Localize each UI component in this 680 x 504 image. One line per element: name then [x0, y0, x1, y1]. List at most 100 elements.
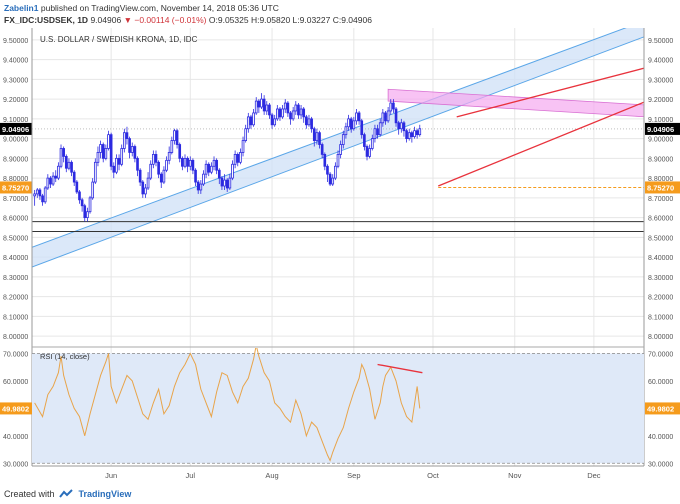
- rsi-panel[interactable]: RSI (14, close) 30.0000 30.0000 40.0000 40.0…: [0, 345, 680, 468]
- candle[interactable]: [83, 203, 87, 222]
- candle[interactable]: [191, 158, 195, 175]
- candle[interactable]: [115, 154, 118, 175]
- candle[interactable]: [225, 178, 229, 192]
- candle[interactable]: [286, 101, 290, 117]
- candle[interactable]: [307, 114, 311, 127]
- candle[interactable]: [199, 180, 203, 194]
- candle[interactable]: [415, 128, 419, 139]
- candle[interactable]: [162, 166, 166, 185]
- candle[interactable]: [405, 128, 408, 143]
- candle[interactable]: [410, 130, 414, 143]
- candle[interactable]: [273, 114, 277, 127]
- candle[interactable]: [397, 120, 400, 135]
- candle[interactable]: [389, 99, 393, 115]
- candle[interactable]: [341, 130, 345, 149]
- candle[interactable]: [281, 105, 284, 119]
- candle[interactable]: [413, 126, 416, 139]
- candle[interactable]: [104, 144, 108, 161]
- candle[interactable]: [368, 144, 371, 159]
- candle[interactable]: [297, 103, 300, 119]
- candle[interactable]: [80, 197, 84, 212]
- candle[interactable]: [278, 107, 282, 121]
- author-name[interactable]: Zabelin1: [4, 3, 39, 13]
- candle[interactable]: [344, 122, 348, 139]
- rsi-divergence-line[interactable]: [377, 363, 423, 374]
- candle[interactable]: [207, 162, 211, 177]
- candle[interactable]: [260, 93, 263, 109]
- resistance-zone[interactable]: [387, 88, 647, 118]
- candle[interactable]: [181, 156, 184, 171]
- candle[interactable]: [170, 136, 174, 155]
- candle[interactable]: [231, 160, 234, 181]
- candle[interactable]: [241, 136, 245, 157]
- candle[interactable]: [101, 142, 105, 163]
- candle[interactable]: [152, 150, 155, 169]
- candle[interactable]: [355, 108, 358, 125]
- candle[interactable]: [70, 160, 73, 177]
- candle[interactable]: [212, 156, 216, 171]
- candle[interactable]: [399, 118, 403, 133]
- candle[interactable]: [165, 156, 168, 173]
- channel-upper-line[interactable]: [32, 20, 647, 248]
- candle[interactable]: [46, 174, 50, 190]
- candle[interactable]: [57, 162, 60, 181]
- candle[interactable]: [178, 142, 182, 163]
- candle[interactable]: [236, 152, 240, 167]
- candle[interactable]: [33, 189, 36, 206]
- candle[interactable]: [291, 107, 295, 121]
- candle[interactable]: [120, 144, 124, 167]
- candle[interactable]: [347, 114, 350, 131]
- candle[interactable]: [302, 107, 306, 123]
- candle[interactable]: [123, 128, 126, 153]
- triangle-upper-line[interactable]: [456, 67, 647, 118]
- candle[interactable]: [183, 154, 187, 169]
- candle[interactable]: [93, 158, 97, 185]
- candle[interactable]: [112, 162, 116, 179]
- candle[interactable]: [357, 110, 361, 125]
- triangle-lower-line[interactable]: [437, 101, 646, 187]
- candle[interactable]: [91, 178, 94, 200]
- candle[interactable]: [365, 144, 369, 161]
- candle[interactable]: [38, 187, 42, 200]
- candle[interactable]: [109, 132, 113, 171]
- candle[interactable]: [407, 128, 411, 141]
- candle[interactable]: [402, 120, 406, 137]
- candle[interactable]: [99, 140, 102, 159]
- candle[interactable]: [136, 156, 139, 177]
- candle[interactable]: [51, 172, 55, 187]
- candle[interactable]: [107, 130, 110, 151]
- candle[interactable]: [360, 118, 364, 139]
- candle[interactable]: [265, 101, 269, 115]
- candle[interactable]: [378, 118, 382, 137]
- candle[interactable]: [133, 144, 137, 163]
- candle[interactable]: [175, 128, 179, 149]
- candle[interactable]: [196, 180, 200, 194]
- candle[interactable]: [376, 124, 379, 139]
- candle[interactable]: [146, 172, 150, 190]
- candle[interactable]: [252, 108, 255, 127]
- candle[interactable]: [254, 97, 258, 115]
- candle[interactable]: [43, 186, 47, 204]
- candle[interactable]: [220, 176, 224, 190]
- candle[interactable]: [331, 174, 335, 187]
- candle[interactable]: [117, 154, 121, 171]
- candle[interactable]: [159, 172, 163, 188]
- candle[interactable]: [246, 112, 250, 133]
- candle[interactable]: [186, 156, 189, 173]
- candle[interactable]: [138, 168, 142, 187]
- candle[interactable]: [312, 126, 316, 147]
- candle[interactable]: [35, 187, 39, 198]
- candle[interactable]: [310, 116, 313, 133]
- candle[interactable]: [154, 150, 158, 167]
- candle[interactable]: [268, 103, 271, 119]
- candle[interactable]: [88, 195, 92, 214]
- candle[interactable]: [318, 130, 321, 149]
- candle[interactable]: [289, 110, 292, 125]
- candle[interactable]: [249, 114, 253, 129]
- candle[interactable]: [323, 152, 327, 171]
- candle[interactable]: [283, 99, 287, 113]
- candle[interactable]: [339, 140, 342, 159]
- candle[interactable]: [363, 132, 366, 151]
- candle[interactable]: [418, 124, 422, 137]
- candle[interactable]: [96, 146, 100, 167]
